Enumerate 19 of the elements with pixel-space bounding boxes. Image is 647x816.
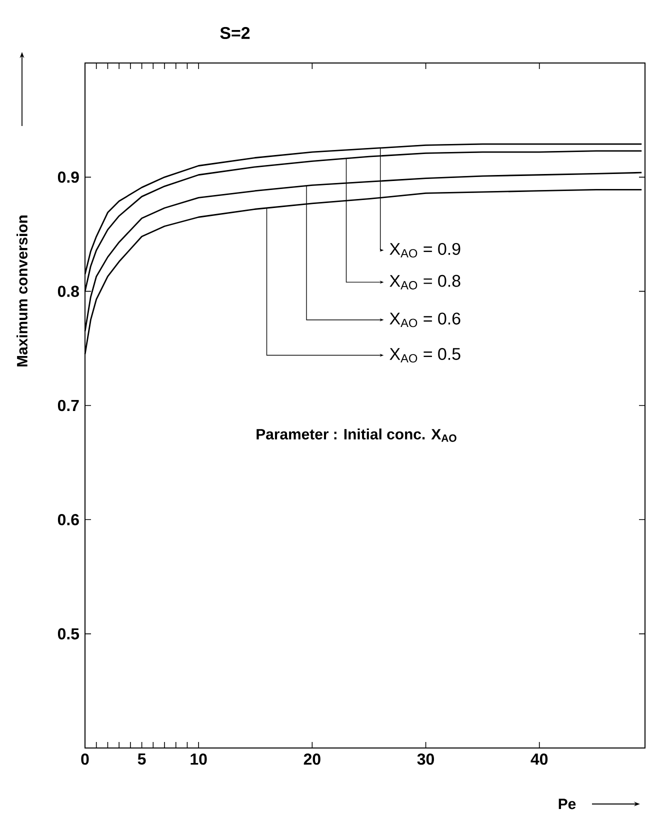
y-tick-label: 0.5 [58,628,80,640]
chart-title: S=2 [220,27,250,39]
legend-label: X$_{AO}$ = 0.8 [390,274,460,290]
x-tick-label: 5 [138,754,146,765]
y-tick-label: 0.7 [58,400,79,412]
x-tick-label: 10 [190,754,207,765]
x-tick-label: 0 [81,754,89,765]
x-tick-label: 20 [304,754,320,765]
y-tick-label: 0.9 [58,172,79,183]
y-tick-label: 0.6 [58,514,79,526]
legend-label: X$_{AO}$ = 0.5 [390,348,460,363]
legend-label: X$_{AO}$ = 0.6 [390,312,460,328]
y-tick-label: 0.8 [58,286,79,297]
x-tick-label: 30 [417,754,434,765]
annotation: Parameter : Initial conc. X$_{AO}$ [256,428,456,442]
legend-label: X$_{AO}$ = 0.9 [390,242,460,258]
y-axis-title: Maximum conversion [16,216,28,366]
x-tick-label: 40 [530,754,548,765]
x-axis-title: Pe [558,798,576,810]
